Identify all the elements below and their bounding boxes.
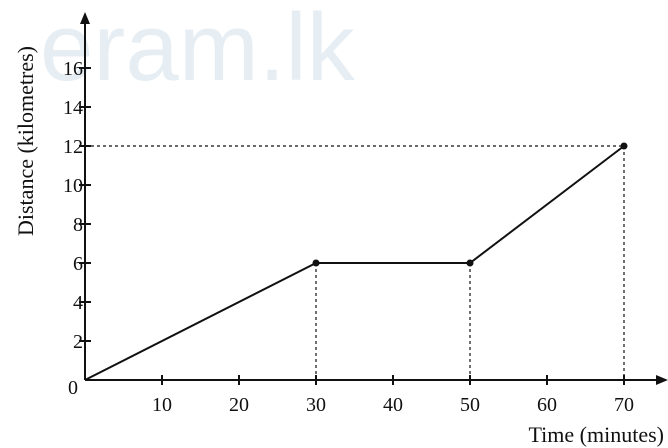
series-line [84,145,625,381]
y-tick-label: 12 [63,136,83,158]
x-axis-arrow [656,375,668,385]
x-axis-label: Time (minutes) [529,422,664,447]
data-point [312,259,320,267]
y-tick-label: 2 [73,331,83,353]
y-axis-label: Distance (kilometres) [13,46,38,236]
x-tick-label: 20 [229,394,249,416]
y-tick-label: 14 [63,97,83,119]
origin-label: 0 [68,377,78,399]
data-point [620,142,628,150]
y-tick-label: 8 [73,214,83,236]
y-tick-label: 4 [73,292,83,314]
x-tick-label: 40 [383,394,403,416]
x-tick-label: 10 [152,394,172,416]
data-point [466,259,474,267]
data-points [312,142,628,267]
y-tick-label: 10 [63,175,83,197]
y-tick-label: 16 [63,58,83,80]
x-tick-label: 30 [306,394,326,416]
y-tick-label: 6 [73,253,83,275]
x-tick-label: 60 [537,394,557,416]
y-ticks: 2 4 6 8 10 12 14 16 [63,58,91,353]
x-tick-label: 50 [460,394,480,416]
guide-lines [85,145,625,380]
y-axis-arrow [80,12,90,24]
x-ticks: 10 20 30 40 50 60 70 [152,375,634,416]
x-tick-label: 70 [614,394,634,416]
watermark-text: eram.lk [40,0,356,101]
